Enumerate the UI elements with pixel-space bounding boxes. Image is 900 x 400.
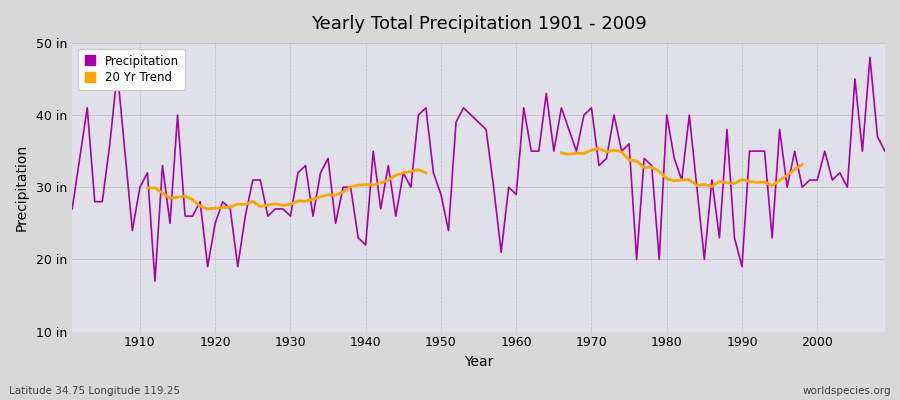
Y-axis label: Precipitation: Precipitation <box>15 144 29 231</box>
Text: Latitude 34.75 Longitude 119.25: Latitude 34.75 Longitude 119.25 <box>9 386 180 396</box>
Legend: Precipitation, 20 Yr Trend: Precipitation, 20 Yr Trend <box>78 49 185 90</box>
Text: worldspecies.org: worldspecies.org <box>803 386 891 396</box>
Title: Yearly Total Precipitation 1901 - 2009: Yearly Total Precipitation 1901 - 2009 <box>310 15 646 33</box>
X-axis label: Year: Year <box>464 355 493 369</box>
